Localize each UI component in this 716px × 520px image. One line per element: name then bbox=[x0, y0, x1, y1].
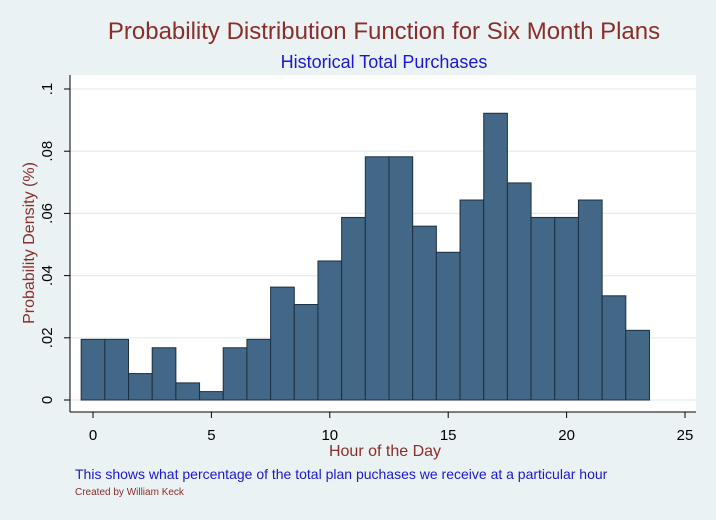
chart-subtitle: Historical Total Purchases bbox=[280, 52, 488, 72]
histogram-bar bbox=[364, 156, 390, 401]
histogram-bar bbox=[601, 295, 627, 401]
histogram-bar bbox=[506, 182, 532, 401]
footnote: This shows what percentage of the total … bbox=[75, 466, 608, 482]
histogram-bar bbox=[530, 216, 556, 401]
x-tick-label: 20 bbox=[558, 427, 575, 444]
histogram-bar bbox=[554, 216, 579, 401]
histogram-bar bbox=[483, 112, 508, 401]
histogram-bar bbox=[151, 347, 177, 401]
histogram-bar bbox=[388, 156, 414, 401]
histogram-bar bbox=[80, 338, 106, 401]
chart-title: Probability Distribution Function for Si… bbox=[107, 18, 661, 45]
x-tick-label: 5 bbox=[207, 427, 215, 444]
histogram-bar bbox=[412, 225, 437, 401]
x-axis-title: Hour of the Day bbox=[329, 443, 441, 460]
histogram-bar bbox=[577, 199, 603, 401]
y-axis-title: Probability Density (%) bbox=[21, 162, 38, 324]
histogram-bar bbox=[341, 216, 366, 401]
x-tick-label: 0 bbox=[89, 427, 97, 444]
axes: 0 .02 .04 .06 .08 .1 0 5 10 15 20 25 bbox=[39, 75, 696, 444]
histogram-bar bbox=[459, 199, 485, 401]
histogram-bar bbox=[293, 304, 319, 401]
y-tick-label: .06 bbox=[39, 203, 56, 224]
y-tick-label: .1 bbox=[39, 83, 56, 96]
credit-caption: Created by William Keck bbox=[75, 487, 184, 498]
histogram-bar bbox=[246, 338, 272, 401]
y-tick-label: 0 bbox=[39, 396, 56, 404]
histogram-bar bbox=[270, 286, 295, 401]
x-tick-label: 15 bbox=[440, 427, 457, 444]
histogram-bar bbox=[222, 347, 248, 401]
x-tick-label: 10 bbox=[321, 427, 338, 444]
histogram-bar bbox=[435, 251, 461, 401]
histogram-bar bbox=[199, 391, 224, 401]
histogram-bars bbox=[80, 112, 650, 401]
y-tick-label: .02 bbox=[39, 327, 56, 348]
x-tick-label: 25 bbox=[677, 427, 694, 444]
histogram-bar bbox=[104, 338, 130, 401]
histogram-bar bbox=[317, 260, 343, 401]
y-tick-label: .08 bbox=[39, 141, 56, 162]
histogram-bar bbox=[625, 329, 650, 401]
histogram-bar bbox=[175, 382, 201, 401]
y-tick-label: .04 bbox=[39, 265, 56, 286]
histogram-bar bbox=[128, 373, 153, 401]
